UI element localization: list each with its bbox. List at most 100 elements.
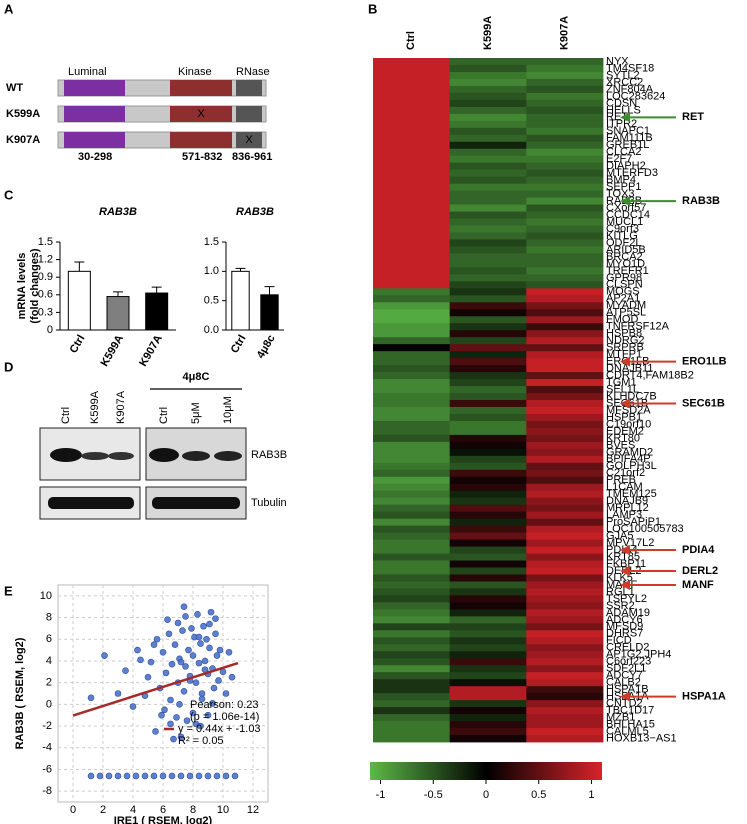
rnase-domain <box>236 106 262 122</box>
heatmap-cell <box>449 78 527 87</box>
point <box>170 735 177 743</box>
heatmap-cell <box>526 288 604 296</box>
colorbar-tick-label: -0.5 <box>424 789 443 801</box>
gene-annotation: MANF <box>682 579 714 591</box>
heatmap-cell <box>449 434 527 443</box>
y-axis-label: (fold changes) <box>29 248 41 324</box>
heatmap-cell <box>373 400 451 408</box>
point <box>188 625 195 632</box>
heatmap-cell <box>526 665 604 673</box>
point <box>176 701 183 708</box>
heatmap-cell <box>526 260 604 268</box>
gene-annotation: PDIA4 <box>682 544 715 556</box>
lane-label: K599A <box>89 390 101 424</box>
point <box>212 630 219 638</box>
heatmap-cell <box>449 197 527 205</box>
heatmap-cell <box>526 393 604 401</box>
gene-label: GOLPH3L <box>606 460 657 472</box>
heatmap-cell <box>373 413 451 422</box>
gene-label: CNTD2 <box>606 698 643 710</box>
heatmap-cell <box>373 735 451 743</box>
heatmap-cell <box>373 728 451 736</box>
heatmap-cell <box>449 420 527 429</box>
point <box>150 641 158 648</box>
heatmap-cell <box>526 106 604 115</box>
heatmap-cell <box>373 113 451 122</box>
bar <box>67 270 91 331</box>
heatmap-cell <box>449 469 527 478</box>
heatmap-cell <box>449 365 527 373</box>
heatmap-cell <box>526 483 604 492</box>
point <box>171 641 179 648</box>
heatmap-cell <box>373 504 451 513</box>
heatmap-cell <box>449 413 527 422</box>
gene-label: KLHDC7B <box>606 390 657 402</box>
x-tick-label: 4μ8c <box>255 333 278 361</box>
heatmap-cell <box>373 134 451 143</box>
heatmap-cell <box>373 260 451 268</box>
heatmap-cell <box>526 511 604 520</box>
heatmap-cell <box>373 553 451 561</box>
heatmap-cell <box>373 85 451 94</box>
heatmap-cell <box>373 658 451 666</box>
heatmap-cell <box>449 630 527 638</box>
heatmap-cell <box>373 434 451 443</box>
heatmap-cell <box>526 651 604 659</box>
point <box>207 608 215 616</box>
heatmap-cell <box>449 497 527 506</box>
gene-label: GREB1L <box>606 139 649 151</box>
heatmap-cell <box>449 672 527 680</box>
point <box>198 695 206 703</box>
point <box>228 673 236 681</box>
heatmap-cell <box>449 651 527 659</box>
point <box>114 772 122 780</box>
gene-label: FICD <box>606 635 632 647</box>
y-tick-label: 1.5 <box>38 236 53 248</box>
point <box>213 652 221 659</box>
y-tick-label: 1.5 <box>204 236 219 248</box>
heatmap-cell <box>373 155 451 164</box>
heatmap-cell <box>373 281 451 289</box>
point <box>189 652 197 659</box>
heatmap-cell <box>373 721 451 729</box>
heatmap-cell <box>526 413 604 422</box>
blot-band <box>108 452 134 460</box>
heatmap-cell <box>526 232 604 240</box>
gene-label: NYX <box>606 55 629 67</box>
fit-line <box>72 661 239 717</box>
luminal-domain <box>64 106 125 122</box>
heatmap-cell <box>449 155 527 164</box>
heatmap-cell <box>449 735 527 743</box>
heatmap-cell <box>373 393 451 401</box>
x-tick-label: Ctrl <box>68 333 88 355</box>
gene-label: HSPB1 <box>606 411 642 423</box>
gene-label: L1CAM <box>606 481 643 493</box>
heatmap-cell <box>449 728 527 736</box>
heatmap-cell <box>373 406 451 415</box>
heatmap-cell <box>526 434 604 443</box>
point <box>147 658 155 666</box>
x-tick-label: 8 <box>190 804 196 816</box>
stat-text: Pearson: 0.23 <box>190 699 259 711</box>
heatmap-cell <box>373 441 451 450</box>
heatmap-cell <box>373 246 451 254</box>
gene-label: HELLS <box>606 104 641 116</box>
gene-label: FKBP11 <box>606 558 646 570</box>
r2-label: R² = 0.05 <box>178 735 224 747</box>
heatmap-cell <box>373 127 451 136</box>
heatmap-cell <box>373 651 451 659</box>
heatmap-cell <box>373 560 451 568</box>
row-label: K907A <box>6 134 40 146</box>
heatmap-cell <box>373 316 451 324</box>
point <box>216 646 224 654</box>
point <box>144 673 152 681</box>
heatmap-cell <box>373 330 451 338</box>
gene-label: NDRG2 <box>606 335 645 347</box>
heatmap-cell <box>449 225 527 233</box>
x-tick-label: 6 <box>160 804 166 816</box>
heatmap-cell <box>373 539 451 547</box>
heatmap-cell <box>526 630 604 638</box>
gene-label: HOXB13−AS1 <box>606 732 677 744</box>
heatmap-cell <box>373 58 451 66</box>
panel-letter: A <box>4 1 14 16</box>
